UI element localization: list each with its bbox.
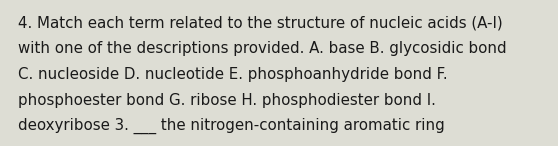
Text: deoxyribose 3. ___ the nitrogen-containing aromatic ring: deoxyribose 3. ___ the nitrogen-containi… <box>18 118 445 134</box>
Text: with one of the descriptions provided. A. base B. glycosidic bond: with one of the descriptions provided. A… <box>18 41 507 57</box>
Text: C. nucleoside D. nucleotide E. phosphoanhydride bond F.: C. nucleoside D. nucleotide E. phosphoan… <box>18 67 448 82</box>
Text: phosphoester bond G. ribose H. phosphodiester bond I.: phosphoester bond G. ribose H. phosphodi… <box>18 93 436 107</box>
Text: 4. Match each term related to the structure of nucleic acids (A-I): 4. Match each term related to the struct… <box>18 16 503 31</box>
